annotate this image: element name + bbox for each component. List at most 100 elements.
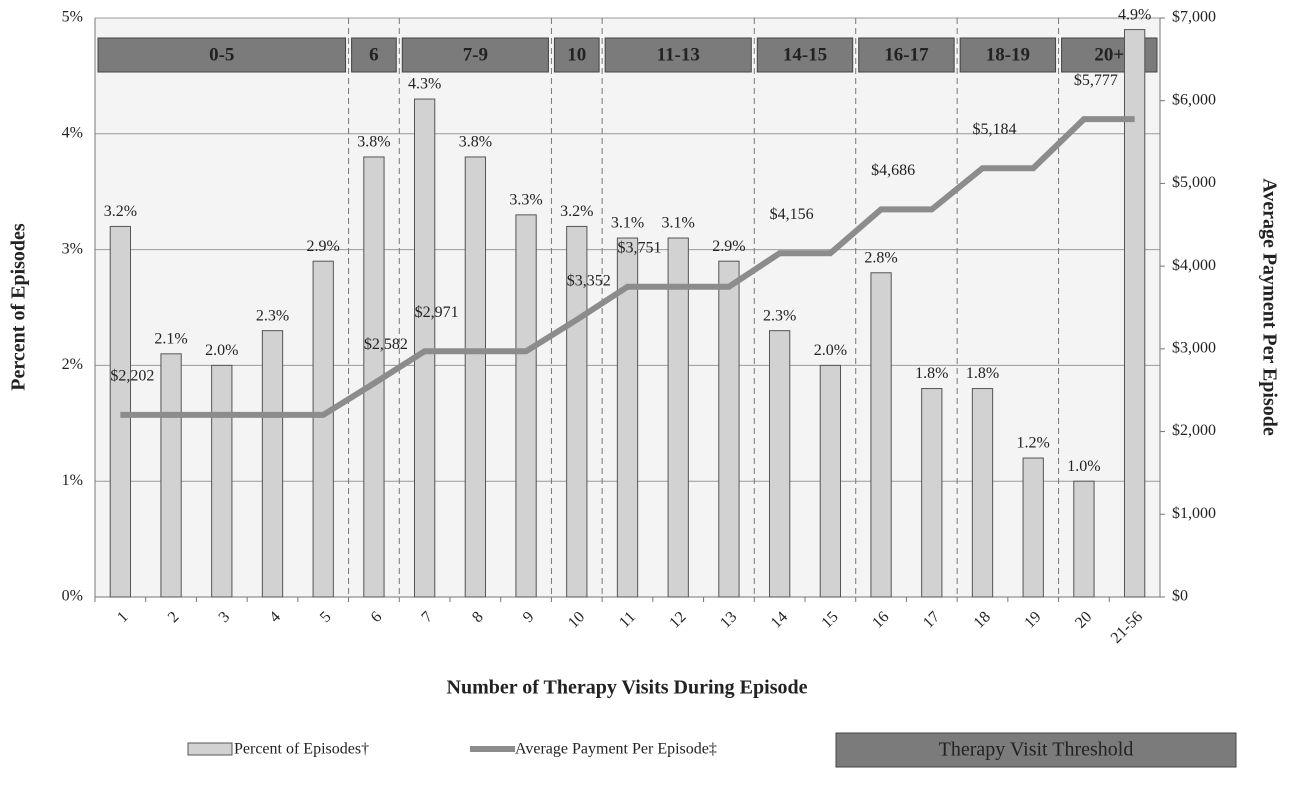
bar-value-label: 4.3%	[408, 76, 441, 93]
threshold-label: 11-13	[657, 44, 700, 65]
x-tick-label: 3	[216, 608, 234, 626]
threshold-label: 0-5	[209, 44, 234, 65]
x-tick-label: 10	[565, 608, 588, 631]
x-axis-title: Number of Therapy Visits During Episode	[447, 677, 808, 699]
threshold-box	[604, 37, 752, 73]
x-tick-label: 9	[520, 608, 538, 626]
bar-value-label: 2.1%	[154, 330, 187, 347]
x-tick-label: 6	[368, 608, 386, 626]
bar	[819, 364, 842, 598]
bar	[921, 388, 943, 598]
y2-tick-label: $4,000	[1172, 257, 1216, 274]
x-tick-label: 18	[971, 608, 994, 631]
bar-value-label: 3.1%	[662, 215, 695, 232]
threshold-box	[756, 37, 854, 73]
threshold-label: 18-19	[986, 44, 1030, 65]
bar-value-label: 2.0%	[205, 342, 238, 359]
y2-tick-label: $2,000	[1172, 422, 1216, 439]
legend-swatch	[187, 742, 233, 756]
bar-value-label: 2.3%	[763, 307, 796, 324]
bar-value-label: 2.3%	[256, 307, 289, 324]
y2-tick-label: $3,000	[1172, 340, 1216, 357]
x-tick-label: 17	[920, 608, 943, 631]
line-value-label: $5,777	[1074, 72, 1118, 89]
bar-value-label: 3.8%	[357, 134, 390, 151]
y2-tick-label: $5,000	[1172, 174, 1216, 191]
threshold-box	[553, 37, 600, 73]
bar	[616, 237, 639, 598]
x-tick-label: 13	[717, 608, 740, 631]
line-value-label: $2,202	[110, 368, 154, 385]
line-value-label: $4,156	[770, 206, 814, 223]
bar	[769, 330, 791, 598]
bar-value-label: 1.2%	[1017, 435, 1050, 452]
bar-value-label: 1.8%	[915, 365, 948, 382]
legend-label: Percent of Episodes†	[234, 741, 369, 758]
y2-tick-label: $7,000	[1172, 9, 1216, 26]
bar-value-label: 4.9%	[1118, 6, 1151, 23]
x-tick-label: 2	[165, 608, 183, 626]
legend-label: Therapy Visit Threshold	[939, 739, 1134, 761]
x-tick-label: 8	[469, 608, 487, 626]
bar	[1073, 480, 1095, 598]
bar-value-label: 3.2%	[104, 203, 137, 220]
bar	[1022, 457, 1044, 598]
bar	[870, 272, 892, 598]
threshold-box	[858, 37, 955, 73]
bar	[261, 330, 284, 598]
threshold-label: 10	[567, 44, 586, 65]
bar	[667, 237, 689, 598]
line-value-label: $2,582	[364, 336, 408, 353]
threshold-label: 16-17	[884, 44, 929, 65]
threshold-label: 20+	[1094, 44, 1124, 65]
x-tick-label: 20	[1072, 608, 1095, 631]
x-tick-label: 1	[114, 608, 132, 626]
bar	[515, 214, 537, 598]
threshold-box	[351, 37, 397, 73]
y2-tick-label: $0	[1172, 588, 1188, 605]
x-tick-label: 16	[869, 608, 892, 631]
y-tick-label: 0%	[62, 588, 83, 605]
bar	[1124, 29, 1146, 598]
bar	[414, 98, 436, 598]
line-value-label: $5,184	[973, 121, 1017, 138]
x-tick-label: 5	[317, 608, 335, 626]
y2-tick-label: $6,000	[1172, 91, 1216, 108]
bar	[211, 364, 233, 598]
threshold-label: 14-15	[783, 44, 827, 65]
x-tick-label: 21-56	[1108, 608, 1146, 646]
bar-value-label: 1.0%	[1067, 458, 1100, 475]
line-value-label: $2,971	[415, 304, 459, 321]
bar-value-label: 3.3%	[509, 192, 542, 209]
threshold-label: 7-9	[463, 44, 488, 65]
y-tick-label: 3%	[62, 240, 83, 257]
y-tick-label: 5%	[62, 9, 83, 26]
y-tick-label: 4%	[62, 124, 83, 141]
y-axis-title: Percent of Episodes	[8, 223, 30, 391]
x-tick-label: 14	[768, 608, 791, 631]
bar-value-label: 2.9%	[712, 238, 745, 255]
line-value-label: $3,751	[618, 239, 662, 256]
bar	[971, 388, 994, 598]
y2-tick-label: $1,000	[1172, 505, 1216, 522]
x-tick-label: 4	[266, 608, 284, 626]
bar-value-label: 2.8%	[864, 249, 897, 266]
threshold-box	[97, 37, 347, 73]
x-tick-label: 15	[818, 608, 841, 631]
line-value-label: $3,352	[567, 272, 611, 289]
bar	[109, 225, 132, 598]
x-tick-label: 11	[616, 608, 639, 631]
x-tick-label: 19	[1021, 608, 1044, 631]
line	[120, 116, 1135, 418]
y-tick-label: 1%	[62, 472, 83, 489]
threshold-box	[959, 37, 1057, 73]
bar-value-label: 3.2%	[560, 203, 593, 220]
bar	[718, 260, 740, 598]
x-tick-label: 12	[666, 608, 689, 631]
line-value-label: $4,686	[871, 162, 915, 179]
bar	[464, 156, 487, 598]
bar	[312, 260, 334, 598]
bar-value-label: 3.8%	[459, 134, 492, 151]
x-tick-label: 7	[418, 608, 436, 626]
